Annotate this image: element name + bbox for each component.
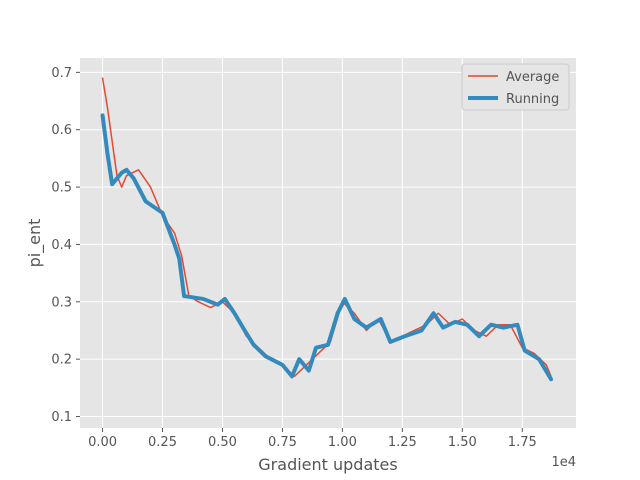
x-tick-label: 1.50 [448,435,477,450]
y-tick-label: 0.4 [51,238,72,253]
plot-area [80,58,576,428]
y-axis-label: pi_ent [25,219,45,268]
y-tick-label: 0.6 [51,123,72,138]
legend-label-running: Running [506,92,559,107]
x-tick-label: 0.25 [148,435,177,450]
series-lines [100,77,554,382]
legend: Average Running [461,63,570,111]
grid [80,58,576,428]
legend-label-average: Average [506,70,559,85]
y-axis-ticks: 0.1 0.2 0.3 0.4 0.5 0.6 0.7 [51,66,80,425]
y-tick-label: 0.1 [51,410,72,425]
x-axis-ticks: 0.00 0.25 0.50 0.75 1.00 1.25 1.50 1.75 [88,428,537,450]
series-line-running [100,113,554,382]
y-tick-label: 0.5 [51,181,72,196]
x-axis-label: Gradient updates [258,455,397,474]
y-tick-label: 0.2 [51,353,72,368]
x-tick-label: 0.50 [208,435,237,450]
y-tick-label: 0.3 [51,295,72,310]
x-tick-label: 0.75 [268,435,297,450]
x-tick-label: 1.25 [388,435,417,450]
x-tick-label: 1.75 [508,435,537,450]
x-tick-label: 0.00 [88,435,117,450]
x-axis-offset-label: 1e4 [551,455,576,470]
x-tick-label: 1.00 [328,435,357,450]
y-tick-label: 0.7 [51,66,72,81]
